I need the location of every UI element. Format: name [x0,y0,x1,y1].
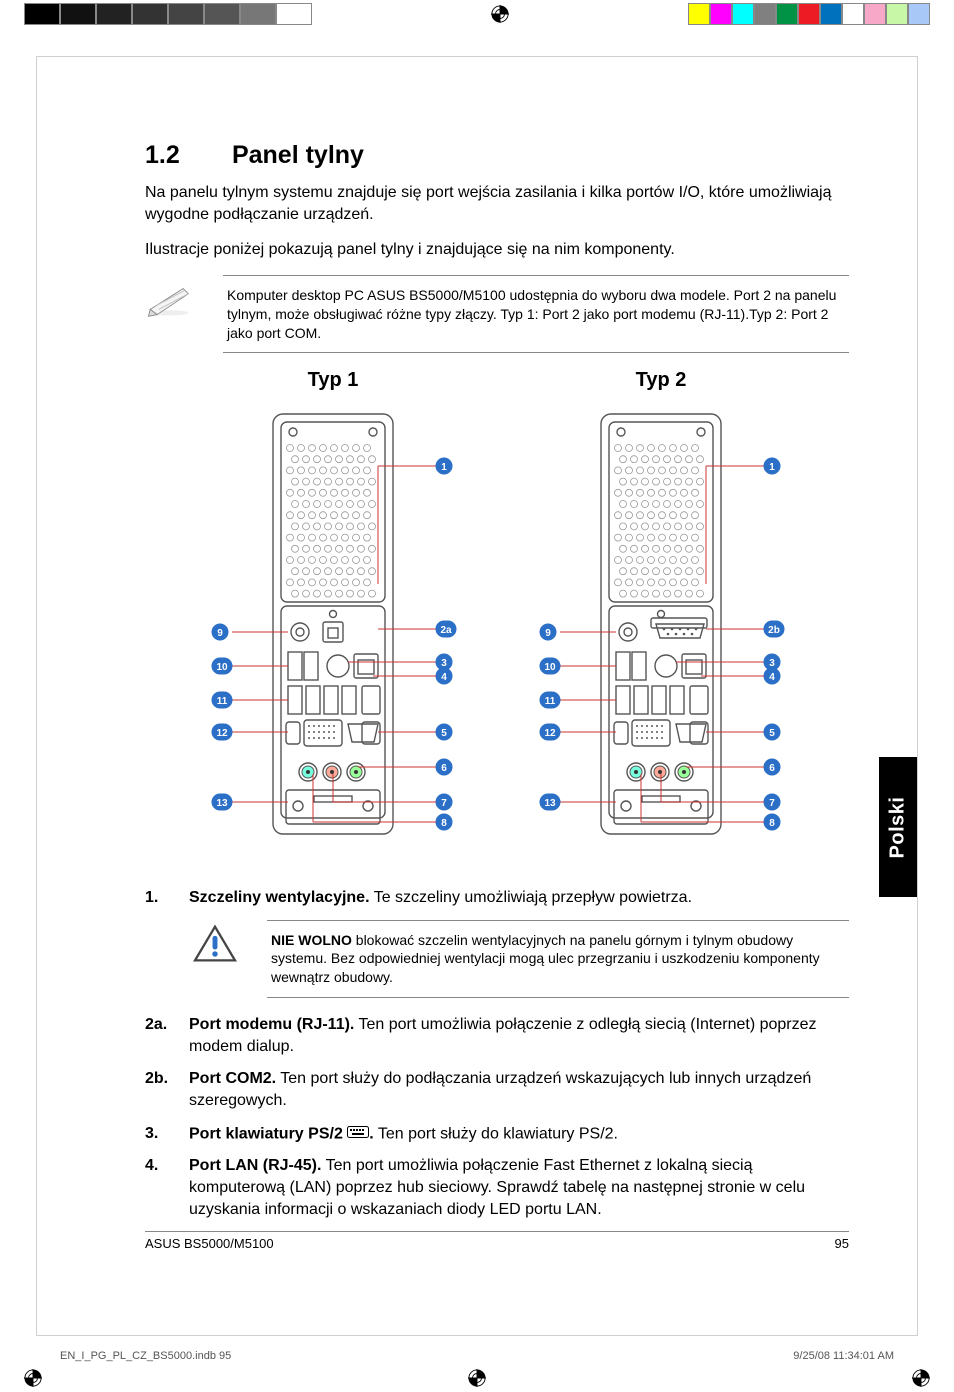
port-item-bold: Port modemu (RJ-11). [189,1016,354,1033]
keyboard-icon [347,1123,369,1145]
svg-text:7: 7 [769,798,775,809]
svg-text:13: 13 [544,798,556,809]
port-item-bold: Port COM2. [189,1070,276,1087]
svg-text:11: 11 [545,696,556,707]
bw-color-bar [24,3,312,25]
port-descriptions-list-2: 2a. Port modemu (RJ-11). Ten port umożli… [145,1014,849,1221]
info-note-text: Komputer desktop PC ASUS BS5000/M5100 ud… [223,275,849,354]
diagram-title-typ2: Typ 2 [506,369,816,392]
port-item-1: 1. Szczeliny wentylacyjne. Te szczeliny … [145,887,849,909]
svg-text:9: 9 [545,628,551,639]
port-descriptions-list: 1. Szczeliny wentylacyjne. Te szczeliny … [145,887,849,909]
section-heading: 1.2 Panel tylny [145,141,849,170]
warning-body: blokować szczelin wentylacyjnych na pane… [271,932,820,986]
port-item-number: 2a. [145,1014,189,1058]
intro-paragraph-2: Ilustracje poniżej pokazują panel tylny … [145,239,849,261]
port-item-text: Te szczeliny umożliwiają przepływ powiet… [370,889,693,906]
warning-text: NIE WOLNO blokować szczelin wentylacyjny… [267,920,849,999]
page-frame: 1.2 Panel tylny Na panelu tylnym systemu… [36,56,918,1336]
port-item-bold: Port klawiatury PS/2 [189,1125,347,1142]
svg-text:5: 5 [769,728,775,739]
svg-text:3: 3 [769,658,775,669]
port-item-number: 1. [145,887,189,909]
port-item-text: Ten port służy do podłączania urządzeń w… [189,1070,811,1109]
svg-text:4: 4 [769,672,775,683]
pencil-note-icon [145,275,205,324]
registration-mark-icon [912,1369,930,1387]
svg-text:4: 4 [441,672,447,683]
section-number: 1.2 [145,141,225,170]
port-item-2a: 2a. Port modemu (RJ-11). Ten port umożli… [145,1014,849,1058]
language-side-tab: Polski [879,757,917,897]
port-item-text: Ten port służy do klawiatury PS/2. [374,1125,618,1142]
warning-note: NIE WOLNO blokować szczelin wentylacyjny… [189,920,849,999]
port-item-bold: Port LAN (RJ-45). [189,1157,321,1174]
port-item-number: 3. [145,1123,189,1145]
cmyk-color-bar [688,3,930,25]
print-job-footer: EN_I_PG_PL_CZ_BS5000.indb 95 9/25/08 11:… [60,1350,894,1362]
svg-text:6: 6 [769,763,775,774]
port-item-4: 4. Port LAN (RJ-45). Ten port umożliwia … [145,1155,849,1221]
warning-bold: NIE WOLNO [271,932,352,948]
language-label: Polski [887,796,910,858]
rear-panel-svg-typ2: 1 2b 3 4 5 6 7 8 9 10 11 12 13 [506,404,816,864]
svg-text:7: 7 [441,798,447,809]
svg-text:6: 6 [441,763,447,774]
print-registration-top [0,0,954,28]
port-item-3: 3. Port klawiatury PS/2 . Ten port służy… [145,1123,849,1145]
svg-text:12: 12 [216,728,228,739]
svg-text:1: 1 [441,462,447,473]
port-item-bold: Szczeliny wentylacyjne. [189,889,370,906]
registration-mark-center-icon [468,1369,486,1387]
diagram-typ2: Typ 2 1 2b 3 4 5 6 7 8 9 10 11 12 13 [506,369,816,869]
footer-model: ASUS BS5000/M5100 [145,1236,274,1251]
svg-text:8: 8 [441,818,447,829]
svg-text:1: 1 [769,462,775,473]
info-note: Komputer desktop PC ASUS BS5000/M5100 ud… [145,275,849,354]
registration-mark-icon [24,1369,42,1387]
print-registration-bottom [0,1364,954,1392]
svg-text:3: 3 [441,658,447,669]
section-title-text: Panel tylny [232,141,364,169]
svg-text:12: 12 [544,728,556,739]
diagram-typ1: Typ 1 1 2a 3 4 5 6 7 8 9 10 11 12 13 [178,369,488,869]
warning-icon [189,920,249,969]
page-footer: ASUS BS5000/M5100 95 [145,1231,849,1251]
port-item-number: 4. [145,1155,189,1221]
svg-text:10: 10 [216,662,228,673]
intro-paragraph-1: Na panelu tylnym systemu znajduje się po… [145,182,849,225]
svg-text:5: 5 [441,728,447,739]
rear-panel-svg-typ1: 1 2a 3 4 5 6 7 8 9 10 11 12 13 [178,404,488,864]
port-item-2b: 2b. Port COM2. Ten port służy do podłącz… [145,1068,849,1112]
registration-mark-icon [491,5,509,23]
svg-text:10: 10 [544,662,556,673]
port-item-number: 2b. [145,1068,189,1112]
footer-page-number: 95 [835,1236,849,1251]
svg-text:2b: 2b [768,625,780,636]
svg-text:13: 13 [216,798,228,809]
print-timestamp: 9/25/08 11:34:01 AM [793,1350,894,1362]
rear-panel-diagrams: Typ 1 1 2a 3 4 5 6 7 8 9 10 11 12 13 Typ 2 1 2b 3 4 5 6 7 8… [145,369,849,869]
svg-text:9: 9 [217,628,223,639]
svg-text:11: 11 [217,696,228,707]
svg-text:2a: 2a [440,625,452,636]
source-filename: EN_I_PG_PL_CZ_BS5000.indb 95 [60,1350,231,1362]
svg-text:8: 8 [769,818,775,829]
diagram-title-typ1: Typ 1 [178,369,488,392]
